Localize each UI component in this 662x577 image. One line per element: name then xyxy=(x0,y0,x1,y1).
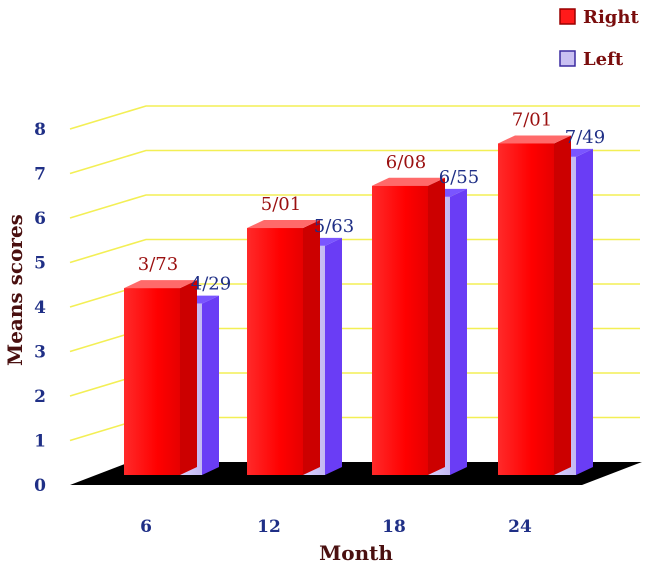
y-axis-title: Means scores xyxy=(3,214,27,366)
data-label-left: 5/63 xyxy=(314,216,354,237)
y-tick-label: 0 xyxy=(34,476,46,496)
legend: Right Left xyxy=(559,7,639,70)
legend-swatch xyxy=(559,8,576,25)
gridline xyxy=(69,194,640,219)
bar-right xyxy=(498,135,571,475)
gridline xyxy=(69,149,640,175)
y-tick-label: 4 xyxy=(34,298,46,318)
x-tick-label: 24 xyxy=(508,517,532,537)
y-tick-label: 1 xyxy=(34,432,46,452)
x-tick-label: 18 xyxy=(382,517,406,537)
x-tick-label: 6 xyxy=(140,517,152,537)
data-label-right: 7/01 xyxy=(512,109,552,130)
y-tick-label: 8 xyxy=(34,120,46,140)
y-tick-label: 5 xyxy=(34,254,46,274)
data-label-left: 7/49 xyxy=(565,127,605,148)
legend-label: Left xyxy=(583,49,624,70)
data-label-left: 4/29 xyxy=(191,274,231,295)
legend-swatch xyxy=(559,50,576,67)
data-label-right: 3/73 xyxy=(138,254,178,275)
y-tick-label: 6 xyxy=(34,209,46,229)
bar-right xyxy=(124,280,197,475)
gridline xyxy=(69,238,640,264)
gridline xyxy=(69,105,640,130)
y-tick-label: 7 xyxy=(34,165,46,185)
y-tick-label: 2 xyxy=(34,387,46,407)
x-axis-title: Month xyxy=(319,541,393,565)
bar-right xyxy=(372,177,445,475)
data-label-left: 6/55 xyxy=(439,167,479,188)
bar-right xyxy=(247,220,320,475)
x-tick-label: 12 xyxy=(257,517,281,537)
y-tick-label: 3 xyxy=(34,343,46,363)
bars-layer xyxy=(124,135,593,475)
legend-label: Right xyxy=(583,7,639,28)
data-label-right: 6/08 xyxy=(386,152,426,173)
labels-layer: 3/73 4/29 5/01 5/63 6/08 6/55 7/01 7/49 xyxy=(138,109,605,294)
data-label-right: 5/01 xyxy=(261,194,301,215)
